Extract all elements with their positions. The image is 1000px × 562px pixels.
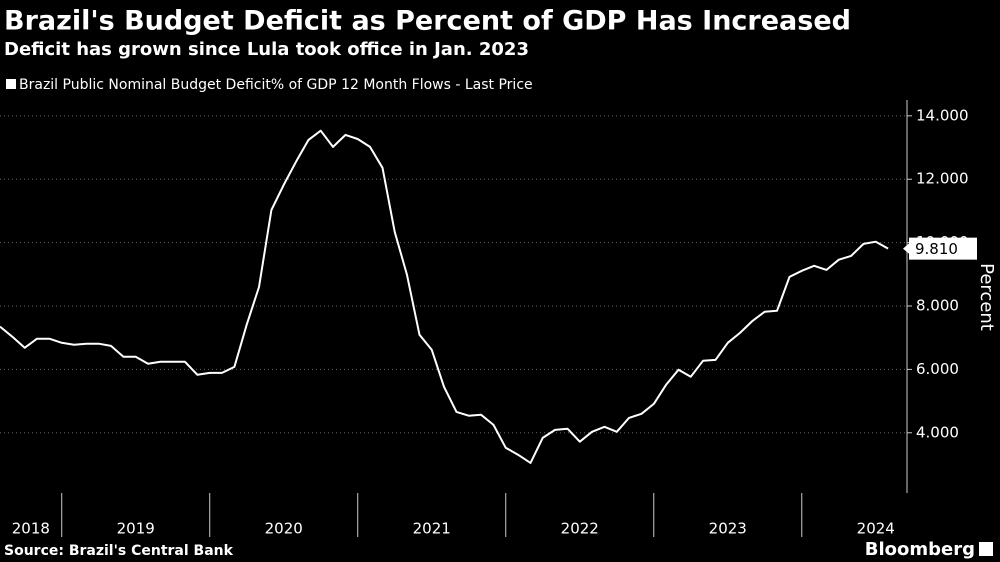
y-tick-label: 8.000 xyxy=(916,297,959,315)
brand: Bloomberg xyxy=(865,539,975,560)
y-tick-label: 4.000 xyxy=(916,423,959,441)
x-tick-label: 2021 xyxy=(413,520,451,538)
brand-icon xyxy=(979,542,993,556)
y-tick-label: 12.000 xyxy=(916,170,969,188)
x-tick-label: 2023 xyxy=(709,520,747,538)
legend-label: Brazil Public Nominal Budget Deficit% of… xyxy=(19,77,533,93)
line xyxy=(0,129,889,464)
chart-title: Brazil's Budget Deficit as Percent of GD… xyxy=(4,6,851,37)
y-axis-label: Percent xyxy=(976,263,997,331)
source: Source: Brazil's Central Bank xyxy=(4,543,234,559)
y-tick-label: 6.000 xyxy=(916,360,959,378)
last-price-label: 9.810 xyxy=(915,240,958,258)
x-tick-label: 2022 xyxy=(561,520,599,538)
chart-subtitle: Deficit has grown since Lula took office… xyxy=(4,39,529,60)
x-tick-label: 2018 xyxy=(12,520,50,538)
x-tick-label: 2020 xyxy=(265,520,303,538)
legend-swatch xyxy=(6,79,16,89)
y-tick-label: 14.000 xyxy=(916,106,969,124)
last-price-pointer xyxy=(903,242,910,255)
x-tick-label: 2019 xyxy=(117,520,155,538)
x-tick-label: 2024 xyxy=(857,520,895,538)
last-price-box xyxy=(909,237,977,260)
